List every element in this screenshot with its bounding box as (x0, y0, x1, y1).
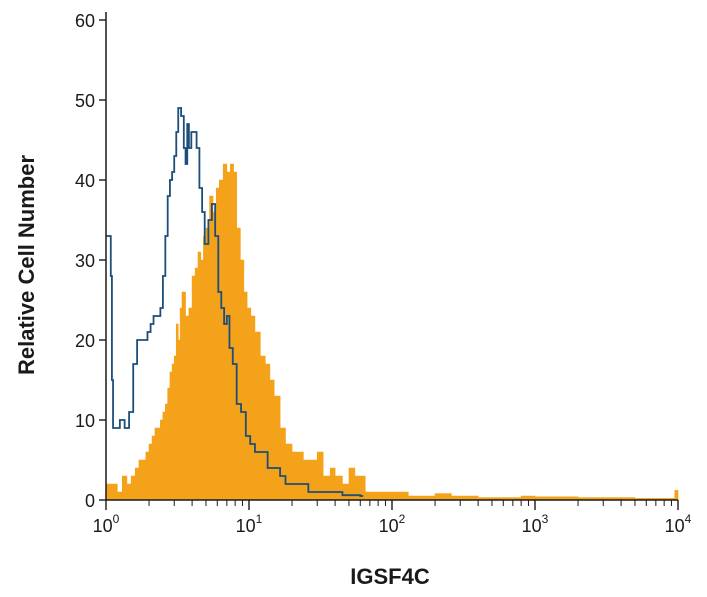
plot-area: 0 10 20 30 40 50 60 100 101 102 103 104 (75, 11, 692, 536)
y-axis-ticks: 0 10 20 30 40 50 60 (75, 11, 106, 511)
x-tick-label: 102 (379, 512, 406, 536)
x-axis-ticks: 100 101 102 103 104 (93, 500, 692, 536)
y-tick-label: 20 (75, 331, 95, 351)
y-tick-label: 60 (75, 11, 95, 31)
y-tick-label: 30 (75, 251, 95, 271)
series-1-outline-histogram (106, 107, 364, 497)
series-0-filled-histogram (105, 163, 679, 501)
x-axis-title: IGSF4C (350, 564, 430, 589)
x-tick-label: 101 (236, 512, 263, 536)
y-axis-title: Relative Cell Number (14, 155, 39, 376)
y-tick-label: 0 (85, 491, 95, 511)
x-tick-label: 103 (522, 512, 549, 536)
x-tick-label: 100 (93, 512, 120, 536)
x-tick-label: 104 (665, 512, 692, 536)
y-tick-label: 40 (75, 171, 95, 191)
series-layer (105, 107, 679, 501)
y-tick-label: 10 (75, 411, 95, 431)
y-tick-label: 50 (75, 91, 95, 111)
